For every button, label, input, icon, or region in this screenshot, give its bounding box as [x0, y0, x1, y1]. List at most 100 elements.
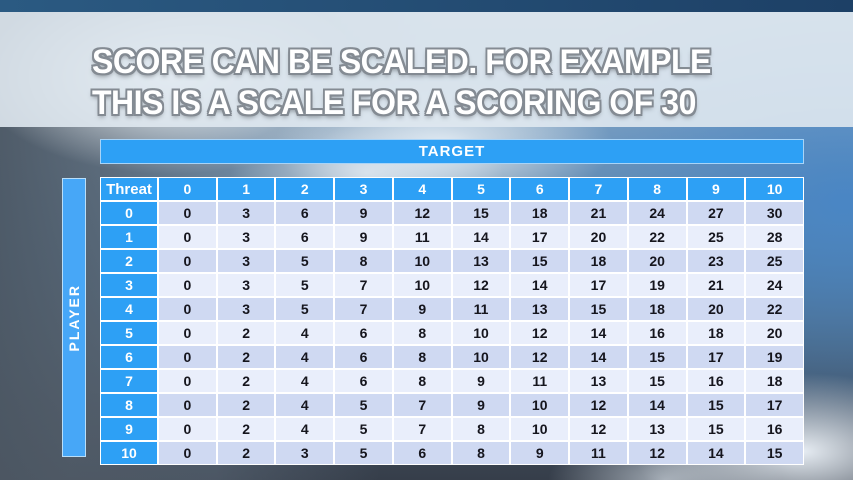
score-cell: 0 — [159, 274, 216, 296]
score-cell: 23 — [687, 250, 745, 272]
score-cell: 4 — [276, 418, 334, 440]
score-cell: 8 — [452, 418, 510, 440]
score-cell: 8 — [393, 370, 451, 392]
score-cell: 19 — [746, 346, 803, 368]
score-cell: 3 — [217, 226, 275, 248]
score-cell: 14 — [452, 226, 510, 248]
score-cell: 11 — [393, 226, 451, 248]
score-cell: 13 — [570, 370, 627, 392]
title-band: SCORE CAN BE SCALED. FOR EXAMPLE THIS IS… — [0, 12, 853, 127]
score-cell: 0 — [159, 202, 216, 224]
score-cell: 0 — [159, 322, 216, 344]
score-cell: 27 — [687, 202, 745, 224]
score-cell: 11 — [570, 442, 627, 464]
score-cell: 12 — [511, 346, 569, 368]
score-cell: 20 — [687, 298, 745, 320]
score-cell: 17 — [746, 394, 803, 416]
slide-title-line2: THIS IS A SCALE FOR A SCORING OF 30 — [92, 84, 696, 122]
slide-title-line1: SCORE CAN BE SCALED. FOR EXAMPLE — [92, 43, 711, 81]
player-row-header: 6 — [101, 346, 157, 368]
score-cell: 12 — [628, 442, 686, 464]
score-cell: 6 — [276, 226, 334, 248]
player-row-header: 5 — [101, 322, 157, 344]
score-cell: 13 — [628, 418, 686, 440]
score-cell: 19 — [628, 274, 686, 296]
score-cell: 4 — [276, 394, 334, 416]
target-col-header: 8 — [628, 178, 686, 200]
score-cell: 30 — [746, 202, 803, 224]
target-header-bar: TARGET — [100, 139, 804, 164]
player-row-header: 4 — [101, 298, 157, 320]
target-col-header: 7 — [570, 178, 627, 200]
score-cell: 20 — [570, 226, 627, 248]
score-cell: 0 — [159, 394, 216, 416]
score-cell: 16 — [746, 418, 803, 440]
player-row-header: 8 — [101, 394, 157, 416]
player-row-header: 1 — [101, 226, 157, 248]
score-cell: 12 — [570, 418, 627, 440]
player-header-bar: PLAYER — [62, 178, 86, 457]
score-cell: 3 — [276, 442, 334, 464]
target-col-header: 2 — [276, 178, 334, 200]
score-cell: 0 — [159, 442, 216, 464]
score-cell: 3 — [217, 202, 275, 224]
target-col-header: 10 — [746, 178, 803, 200]
score-cell: 15 — [628, 346, 686, 368]
score-cell: 0 — [159, 418, 216, 440]
score-cell: 14 — [511, 274, 569, 296]
target-col-header: 4 — [393, 178, 451, 200]
score-cell: 22 — [628, 226, 686, 248]
target-header-label: TARGET — [418, 143, 486, 160]
score-cell: 6 — [335, 370, 392, 392]
score-cell: 7 — [335, 274, 392, 296]
score-cell: 15 — [628, 370, 686, 392]
score-cell: 5 — [335, 394, 392, 416]
score-cell: 2 — [217, 394, 275, 416]
score-cell: 8 — [393, 346, 451, 368]
score-cell: 20 — [628, 250, 686, 272]
score-cell: 2 — [217, 322, 275, 344]
score-cell: 0 — [159, 370, 216, 392]
score-cell: 12 — [511, 322, 569, 344]
score-cell: 14 — [687, 442, 745, 464]
score-cell: 0 — [159, 226, 216, 248]
score-cell: 0 — [159, 298, 216, 320]
score-cell: 14 — [570, 322, 627, 344]
score-cell: 9 — [511, 442, 569, 464]
score-cell: 13 — [511, 298, 569, 320]
score-cell: 17 — [511, 226, 569, 248]
score-cell: 10 — [511, 394, 569, 416]
score-cell: 25 — [746, 250, 803, 272]
score-cell: 13 — [452, 250, 510, 272]
score-cell: 15 — [687, 394, 745, 416]
score-cell: 16 — [687, 370, 745, 392]
target-col-header: 5 — [452, 178, 510, 200]
score-cell: 17 — [570, 274, 627, 296]
score-cell: 10 — [452, 322, 510, 344]
score-cell: 14 — [628, 394, 686, 416]
player-row-header: 7 — [101, 370, 157, 392]
target-col-header: 0 — [159, 178, 216, 200]
score-cell: 9 — [393, 298, 451, 320]
player-row-header: 9 — [101, 418, 157, 440]
score-cell: 5 — [276, 298, 334, 320]
score-cell: 9 — [452, 370, 510, 392]
score-cell: 18 — [687, 322, 745, 344]
score-cell: 7 — [393, 394, 451, 416]
score-cell: 12 — [393, 202, 451, 224]
score-cell: 15 — [687, 418, 745, 440]
score-cell: 20 — [746, 322, 803, 344]
score-cell: 10 — [393, 250, 451, 272]
score-cell: 18 — [511, 202, 569, 224]
score-cell: 15 — [511, 250, 569, 272]
score-cell: 12 — [570, 394, 627, 416]
score-cell: 2 — [217, 442, 275, 464]
score-cell: 17 — [687, 346, 745, 368]
score-cell: 4 — [276, 346, 334, 368]
score-cell: 4 — [276, 322, 334, 344]
score-cell: 9 — [335, 226, 392, 248]
score-cell: 10 — [393, 274, 451, 296]
player-row-header: 2 — [101, 250, 157, 272]
slide-title: SCORE CAN BE SCALED. FOR EXAMPLE THIS IS… — [92, 42, 806, 124]
